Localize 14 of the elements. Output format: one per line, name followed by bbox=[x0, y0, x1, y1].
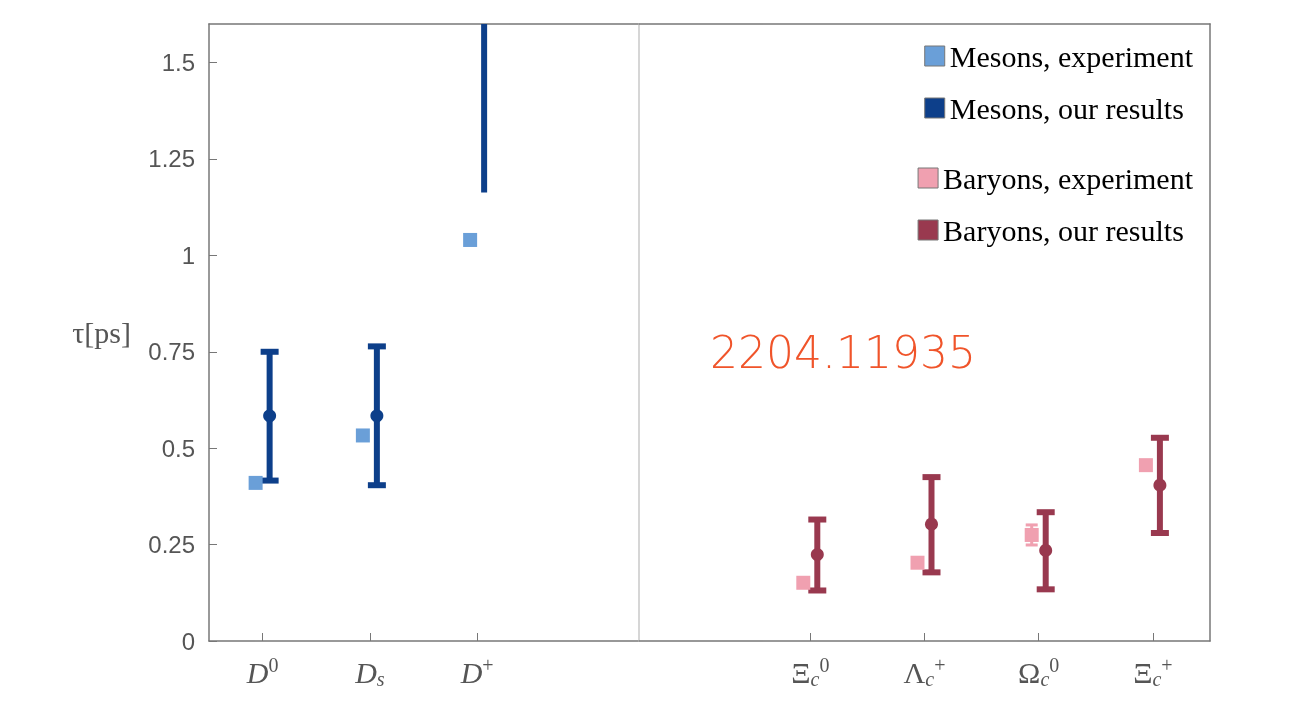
legend-label: Mesons, our results bbox=[949, 91, 1184, 125]
legend-label: Mesons, experiment bbox=[949, 39, 1194, 73]
y-tick-label: 0.75 bbox=[148, 338, 195, 366]
y-tick-label: 1.5 bbox=[161, 49, 195, 77]
x-tick-label: D+ bbox=[459, 654, 494, 689]
legend-label: Baryons, our results bbox=[943, 213, 1184, 247]
y-tick-label: 1 bbox=[181, 241, 195, 269]
y-tick-label: 1.25 bbox=[148, 145, 195, 173]
legend-label: Baryons, experiment bbox=[943, 161, 1194, 195]
y-tick-label: 0 bbox=[181, 627, 195, 655]
y-tick-label: 0.5 bbox=[161, 434, 195, 462]
y-axis-title: τ[ps] bbox=[72, 316, 131, 349]
annotation: 2204.11935 bbox=[710, 326, 976, 378]
y-tick-label: 0.25 bbox=[148, 531, 195, 559]
